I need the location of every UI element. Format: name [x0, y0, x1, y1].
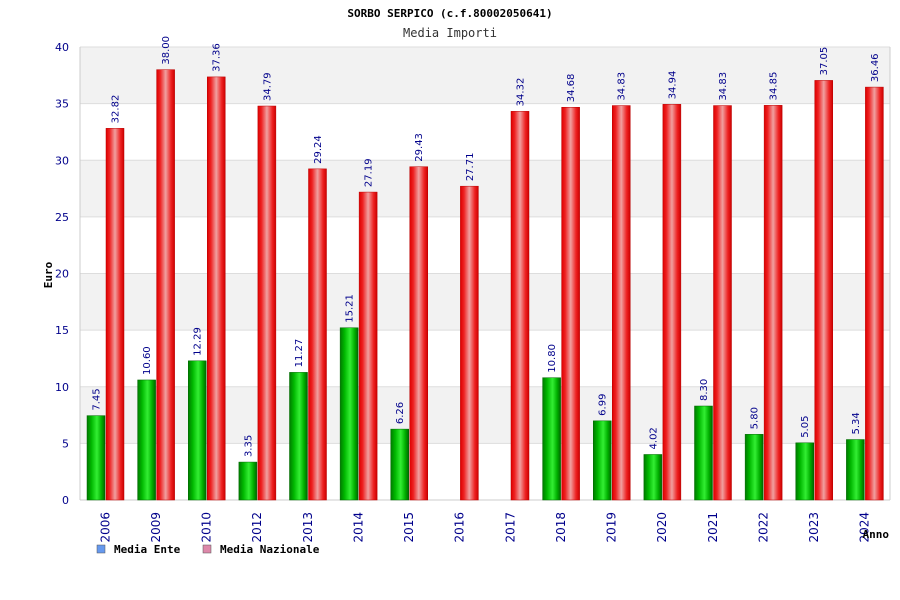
bar-media-nazionale — [561, 106, 580, 501]
bar-value-label: 34.94 — [667, 71, 678, 100]
bar-value-label: 6.99 — [598, 394, 609, 416]
y-axis-ticks: 0 5 10 15 20 25 30 35 40 — [55, 41, 69, 507]
bar-media-nazionale — [763, 105, 783, 501]
bar-value-label: 34.83 — [718, 72, 729, 101]
x-tick-label: 2020 — [655, 512, 669, 543]
y-tick-label: 0 — [62, 494, 69, 507]
bar-media-nazionale — [207, 76, 226, 501]
bar-value-label: 15.21 — [345, 294, 356, 323]
bar-value-label: 27.19 — [364, 158, 375, 187]
bar-value-label: 12.29 — [193, 327, 204, 356]
bar-value-label: 34.79 — [262, 72, 273, 101]
y-tick-label: 25 — [55, 211, 69, 224]
bar-media-ente — [188, 360, 207, 501]
y-tick-label: 35 — [55, 98, 69, 111]
x-tick-label: 2016 — [453, 512, 467, 543]
bar-media-ente — [795, 442, 814, 501]
y-tick-label: 40 — [55, 41, 69, 54]
x-axis-label: Anno — [863, 528, 890, 541]
x-tick-label: 2006 — [98, 512, 112, 543]
x-tick-label: 2014 — [351, 512, 365, 543]
chart-subtitle: Media Importi — [403, 26, 497, 40]
bar-value-label: 34.83 — [617, 72, 628, 101]
bar-value-label: 5.05 — [800, 416, 811, 438]
bar-value-label: 3.35 — [243, 435, 254, 457]
y-tick-label: 15 — [55, 324, 69, 337]
y-axis-label: Euro — [42, 261, 55, 288]
bar-value-label: 37.05 — [819, 47, 830, 76]
chart-title: SORBO SERPICO (c.f.80002050641) — [347, 7, 552, 20]
bar-value-label: 6.26 — [395, 402, 406, 424]
x-tick-label: 2009 — [149, 512, 163, 543]
legend-swatch — [96, 544, 106, 554]
bar-value-label: 10.60 — [142, 346, 153, 375]
x-axis-ticks: 2006 2009 2010 2012 2013 2014 2015 2016 2017 2018… — [98, 512, 871, 543]
legend-label: Media Nazionale — [220, 543, 320, 556]
x-tick-label: 2017 — [503, 512, 517, 543]
bar-media-ente — [846, 439, 865, 501]
bar-media-nazionale — [156, 69, 175, 501]
bar-media-ente — [238, 461, 258, 501]
bar-value-label: 29.43 — [414, 133, 425, 162]
bar-media-ente — [542, 377, 561, 501]
bar-media-ente — [744, 434, 764, 501]
bar-media-ente — [643, 454, 663, 501]
bar-value-label: 34.85 — [769, 72, 780, 101]
bar-media-nazionale — [713, 105, 732, 501]
bar-value-label: 27.71 — [465, 153, 476, 182]
y-tick-label: 5 — [62, 437, 69, 450]
bar-value-label: 5.34 — [851, 412, 862, 434]
bar-value-label: 34.68 — [566, 74, 577, 103]
bar-value-label: 36.46 — [870, 53, 881, 82]
bar-media-nazionale — [257, 105, 277, 501]
x-tick-label: 2019 — [605, 512, 619, 543]
x-tick-label: 2012 — [250, 512, 264, 543]
bar-value-label: 7.45 — [92, 388, 103, 410]
bar-media-nazionale — [510, 111, 530, 501]
bar-value-label: 37.36 — [212, 43, 223, 72]
legend-label: Media Ente — [114, 543, 181, 556]
x-tick-label: 2013 — [301, 512, 315, 543]
legend: Media Ente Media Nazionale — [96, 543, 320, 556]
y-tick-label: 20 — [55, 268, 69, 281]
x-tick-label: 2018 — [554, 512, 568, 543]
bar-value-label: 4.02 — [648, 427, 659, 449]
bar-media-nazionale — [460, 185, 479, 501]
x-tick-label: 2023 — [807, 512, 821, 543]
bar-value-label: 32.82 — [111, 95, 122, 124]
bar-media-ente — [339, 327, 359, 501]
bar-media-nazionale — [865, 86, 884, 501]
bar-media-nazionale — [105, 128, 125, 501]
x-tick-label: 2015 — [402, 512, 416, 543]
y-tick-label: 10 — [55, 381, 69, 394]
bar-media-nazionale — [409, 166, 428, 501]
x-tick-label: 2022 — [756, 512, 770, 543]
bar-media-ente — [137, 379, 156, 501]
bar-media-nazionale — [358, 191, 378, 501]
bar-media-ente — [86, 415, 106, 501]
x-tick-label: 2021 — [706, 512, 720, 543]
bar-value-label: 29.24 — [313, 135, 324, 164]
x-tick-label: 2024 — [858, 512, 872, 543]
bar-media-nazionale — [612, 105, 631, 501]
bars — [86, 69, 884, 501]
bar-media-ente — [289, 372, 308, 501]
bar-value-label: 38.00 — [161, 36, 172, 65]
bar-value-label: 5.80 — [750, 407, 761, 429]
bar-media-ente — [390, 428, 409, 501]
x-tick-label: 2010 — [200, 512, 214, 543]
bar-media-nazionale — [308, 168, 327, 501]
legend-swatch — [202, 544, 212, 554]
bar-media-nazionale — [662, 104, 682, 501]
bar-value-label: 34.32 — [516, 78, 527, 107]
bar-media-ente — [694, 405, 713, 501]
bar-media-nazionale — [814, 80, 833, 501]
bar-value-label: 8.30 — [699, 379, 710, 401]
bar-media-ente — [593, 420, 612, 501]
bar-value-labels: 7.45 32.82 10.60 38.00 12.29 37.36 3.35 34.79 11… — [92, 36, 881, 457]
y-tick-label: 30 — [55, 154, 69, 167]
bar-value-label: 10.80 — [547, 344, 558, 373]
bar-value-label: 11.27 — [294, 339, 305, 368]
